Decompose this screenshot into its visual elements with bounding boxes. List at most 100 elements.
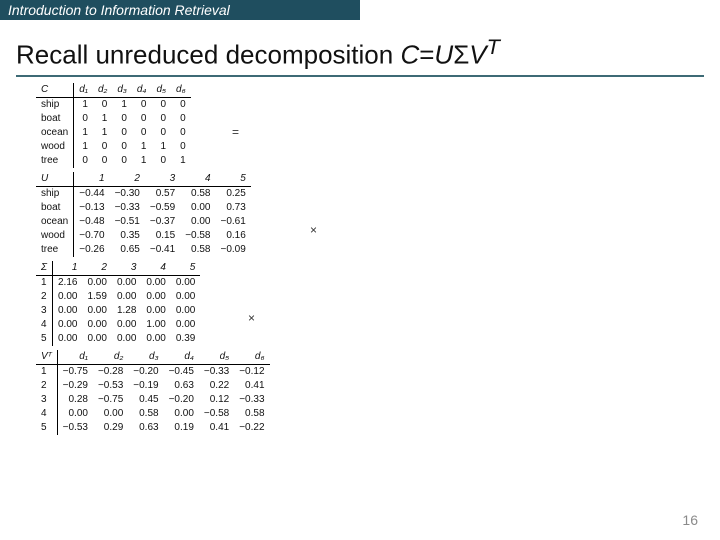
matrix-Sigma-cell: 0.00 [112, 290, 141, 304]
matrix-U-cell: −0.30 [110, 186, 145, 201]
matrix-Sigma-cell: 2.16 [53, 275, 83, 290]
matrix-VT-row-label: 2 [36, 379, 57, 393]
matrix-VT-cell: −0.28 [93, 364, 128, 379]
matrix-VT-cell: 0.45 [128, 393, 163, 407]
matrix-VT-col-header: d₆ [234, 350, 269, 365]
matrix-U-cell: −0.70 [74, 229, 110, 243]
matrix-U-row-label: ocean [36, 215, 74, 229]
matrix-C-cell: 0 [151, 112, 171, 126]
matrix-VT-cell: −0.19 [128, 379, 163, 393]
matrix-VT-cell: −0.53 [93, 379, 128, 393]
matrix-U-cell: −0.37 [145, 215, 180, 229]
matrix-C-cell: 0 [93, 140, 112, 154]
matrix-Sigma-cell: 0.00 [82, 275, 111, 290]
matrix-U-cell: 0.00 [180, 215, 215, 229]
matrix-Sigma-cell: 0.00 [171, 304, 200, 318]
matrix-C-col-header: d₃ [112, 83, 132, 98]
slide-title: Recall unreduced decomposition C=UΣVT [16, 34, 712, 71]
matrix-C-cell: 0 [171, 140, 191, 154]
matrix-Sigma-cell: 1.00 [141, 318, 170, 332]
matrix-Sigma-cell: 0.00 [171, 290, 200, 304]
matrix-Sigma-cell: 0.00 [141, 275, 170, 290]
matrix-U-cell: 0.35 [110, 229, 145, 243]
matrix-C-cell: 1 [151, 140, 171, 154]
matrix-C-cell: 1 [74, 126, 93, 140]
matrix-VT-cell: −0.20 [164, 393, 199, 407]
matrix-VT-row-label: 4 [36, 407, 57, 421]
matrix-Sigma-col-header: 1 [53, 261, 83, 276]
matrix-C-cell: 1 [74, 97, 93, 112]
matrix-C-row-label: boat [36, 112, 74, 126]
title-Sigma: Σ [453, 40, 469, 70]
matrix-Sigma-row-label: 5 [36, 332, 53, 346]
matrix-U-col-header: 4 [180, 172, 215, 187]
matrix-VT-corner: Vᵀ [36, 350, 57, 365]
matrix-U-cell: 0.65 [110, 243, 145, 257]
matrix-C-col-header: d₄ [132, 83, 152, 98]
page-number: 16 [682, 512, 698, 528]
matrix-C-cell: 0 [171, 126, 191, 140]
matrix-U-col-header: 2 [110, 172, 145, 187]
matrix-Sigma: Σ1234512.160.000.000.000.0020.001.590.00… [36, 261, 200, 346]
matrix-Sigma-corner: Σ [36, 261, 53, 276]
matrix-C-cell: 0 [112, 126, 132, 140]
matrix-C-cell: 0 [151, 154, 171, 168]
matrix-C-cell: 1 [112, 97, 132, 112]
matrix-Sigma-cell: 0.00 [171, 318, 200, 332]
title-C: C [400, 40, 419, 70]
matrix-VT-col-header: d₃ [128, 350, 163, 365]
matrix-U-cell: −0.51 [110, 215, 145, 229]
matrix-C-cell: 0 [112, 112, 132, 126]
matrix-VT-cell: 0.00 [93, 407, 128, 421]
matrix-U-cell: −0.61 [216, 215, 251, 229]
matrix-VT-col-header: d₄ [164, 350, 199, 365]
title-underline [16, 75, 704, 77]
course-header-text: Introduction to Information Retrieval [8, 2, 230, 18]
matrix-VT-cell: −0.45 [164, 364, 199, 379]
multiply-sign-2: × [248, 311, 255, 325]
matrix-U-cell: −0.09 [216, 243, 251, 257]
matrix-VT-cell: 0.58 [234, 407, 269, 421]
matrix-VT-cell: −0.12 [234, 364, 269, 379]
matrix-Sigma-cell: 0.00 [171, 275, 200, 290]
matrix-U-cell: 0.15 [145, 229, 180, 243]
matrix-U-cell: 0.58 [180, 243, 215, 257]
matrix-U-col-header: 1 [74, 172, 110, 187]
matrix-VT-row-label: 1 [36, 364, 57, 379]
matrix-C-col-header: d₅ [151, 83, 171, 98]
matrix-C-cell: 0 [132, 97, 152, 112]
matrix-U-cell: −0.59 [145, 201, 180, 215]
matrix-VT-cell: −0.33 [199, 364, 234, 379]
matrix-C-col-header: d₆ [171, 83, 191, 98]
matrix-U-cell: −0.41 [145, 243, 180, 257]
matrix-VT-cell: 0.41 [199, 421, 234, 435]
matrix-Sigma-cell: 0.00 [141, 290, 170, 304]
matrix-C-cell: 0 [171, 112, 191, 126]
matrix-VT-cell: 0.12 [199, 393, 234, 407]
matrix-VT-cell: 0.63 [164, 379, 199, 393]
matrix-VT-row-label: 5 [36, 421, 57, 435]
matrix-VT-cell: 0.41 [234, 379, 269, 393]
matrix-Sigma-cell: 0.00 [53, 304, 83, 318]
matrix-U-row-label: boat [36, 201, 74, 215]
matrix-C-cell: 0 [132, 126, 152, 140]
matrix-C-row-label: wood [36, 140, 74, 154]
matrix-Sigma-col-header: 3 [112, 261, 141, 276]
matrix-C-col-header: d₁ [74, 83, 93, 98]
matrix-U-col-header: 5 [216, 172, 251, 187]
matrix-C-cell: 0 [74, 154, 93, 168]
title-eq: = [419, 40, 434, 70]
matrix-Sigma-cell: 0.00 [112, 275, 141, 290]
matrix-Sigma-cell: 0.00 [82, 318, 111, 332]
matrix-VT-cell: 0.28 [57, 393, 93, 407]
matrix-C-row-label: tree [36, 154, 74, 168]
matrix-C-cell: 0 [151, 97, 171, 112]
matrix-VT-cell: 0.22 [199, 379, 234, 393]
matrix-Sigma-cell: 1.59 [82, 290, 111, 304]
matrix-C-cell: 1 [132, 154, 152, 168]
matrix-U-cell: 0.00 [180, 201, 215, 215]
matrix-VT-cell: −0.20 [128, 364, 163, 379]
matrix-VT-cell: 0.63 [128, 421, 163, 435]
matrix-VT-cell: 0.29 [93, 421, 128, 435]
title-U: U [434, 40, 453, 70]
